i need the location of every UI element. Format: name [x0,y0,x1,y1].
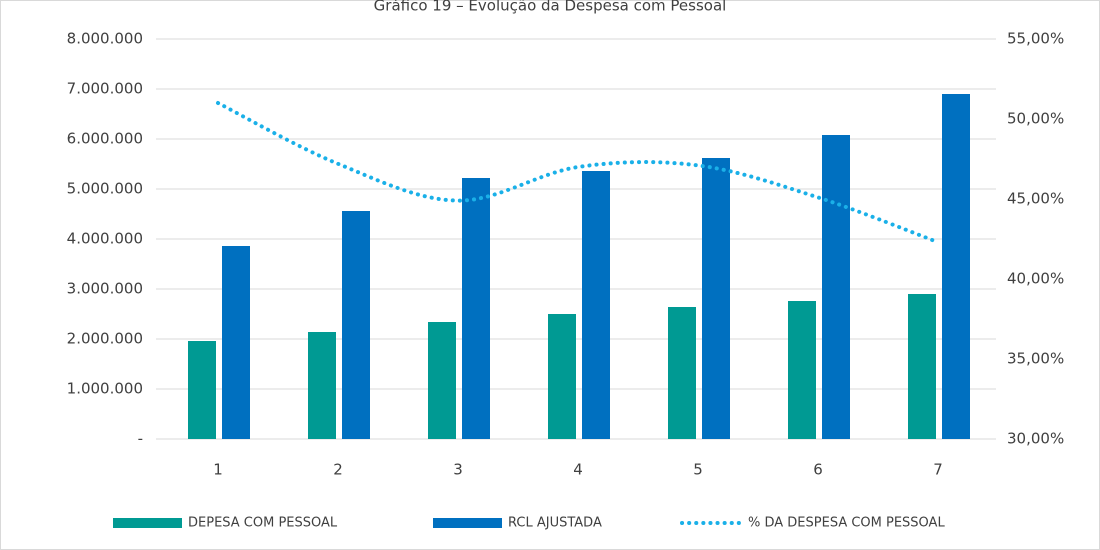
y-tick-label: 1.000.000 [67,380,143,398]
bar [428,322,456,439]
line [216,101,940,245]
x-tick-label: 4 [573,461,583,479]
bar [342,211,370,439]
legend-label: DEPESA COM PESSOAL [188,516,338,531]
x-tick-label: 1 [213,461,223,479]
bar [582,171,610,439]
bar [668,307,696,439]
y-tick-label: 7.000.000 [67,80,143,98]
y2-tick-label: 55,00% [1007,30,1064,48]
y-tick-label: 8.000.000 [67,30,143,48]
y2-tick-label: 35,00% [1007,350,1064,368]
y2-tick-label: 45,00% [1007,190,1064,208]
bar [188,341,216,439]
y2-tick-label: 30,00% [1007,430,1064,448]
legend-swatch [433,518,502,528]
x-tick-label: 2 [333,461,343,479]
legend-label: % DA DESPESA COM PESSOAL [748,516,945,531]
y-tick-label: 6.000.000 [67,130,143,148]
y2-tick-label: 50,00% [1007,110,1064,128]
y-tick-label: 2.000.000 [67,330,143,348]
bar [702,158,730,439]
y-tick-label: - [138,430,143,448]
x-tick-label: 3 [453,461,463,479]
legend-label: RCL AJUSTADA [508,516,602,531]
bar [462,178,490,439]
bar [942,94,970,439]
bar [908,294,936,439]
y-tick-label: 3.000.000 [67,280,143,298]
bar [822,135,850,439]
x-tick-label: 6 [813,461,823,479]
chart-title: Gráfico 19 – Evolução da Despesa com Pes… [374,0,727,15]
x-tick-label: 5 [693,461,703,479]
bar [308,332,336,439]
y-tick-label: 5.000.000 [67,180,143,198]
bar [222,246,250,439]
x-tick-label: 7 [933,461,943,479]
y-tick-label: 4.000.000 [67,230,143,248]
bar [548,314,576,439]
bar [788,301,816,439]
legend-swatch [113,518,182,528]
y2-tick-label: 40,00% [1007,270,1064,288]
